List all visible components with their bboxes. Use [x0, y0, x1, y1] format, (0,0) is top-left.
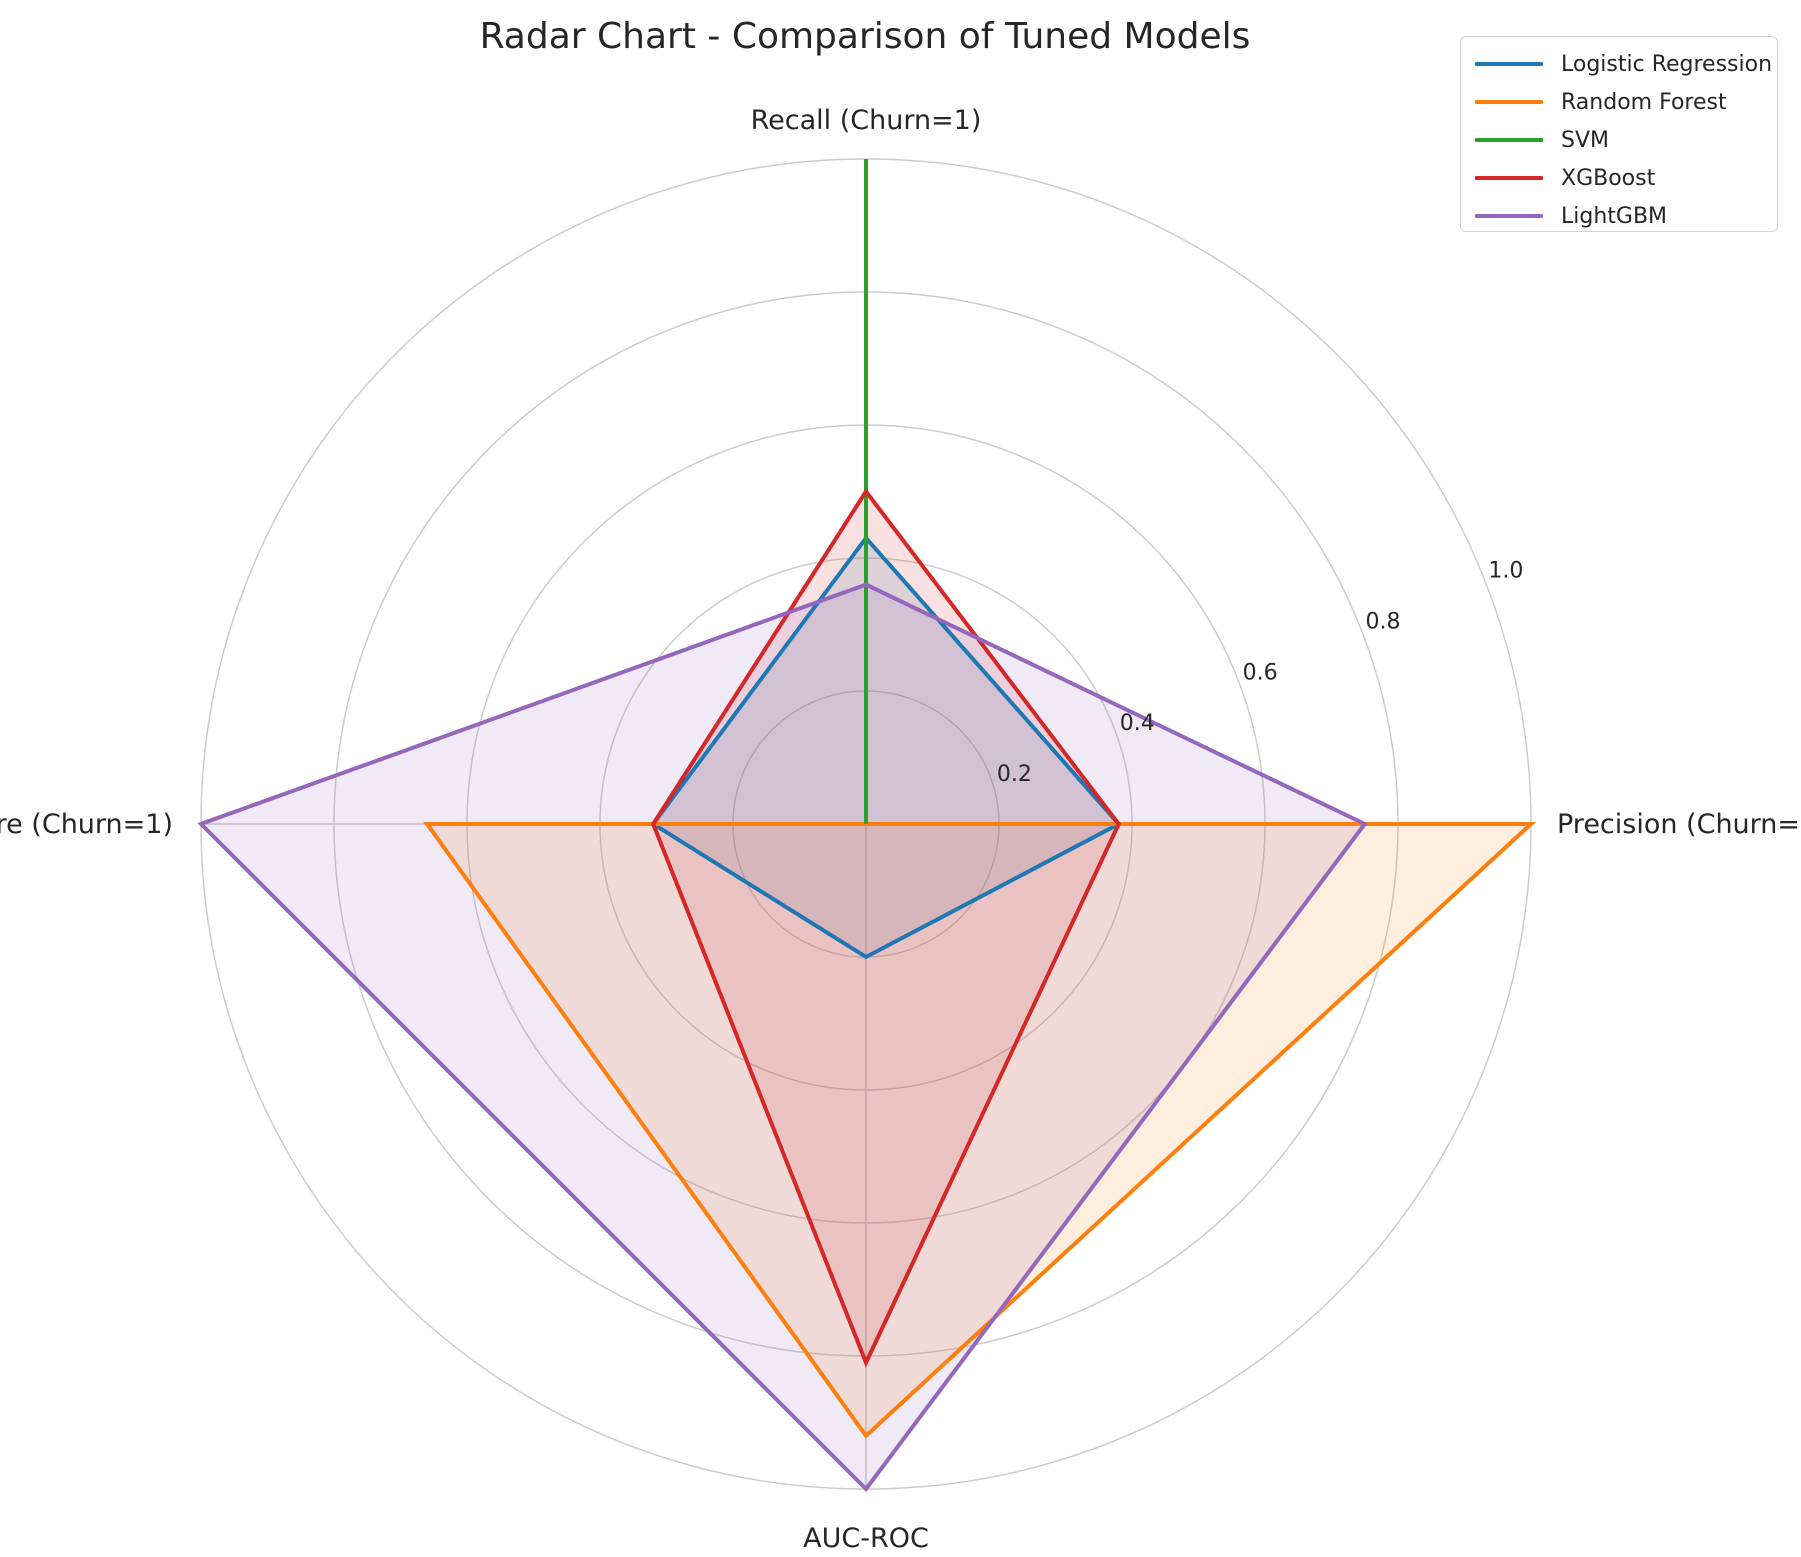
legend-label: SVM — [1561, 127, 1609, 153]
series-line-xgboost — [650, 488, 1122, 1368]
legend-item: LightGBM — [1461, 197, 1777, 235]
series-lines — [197, 159, 1537, 1493]
legend-item: SVM — [1461, 121, 1777, 159]
axis-label: Recall (Churn=1) — [751, 105, 982, 136]
chart-title: Radar Chart - Comparison of Tuned Models — [479, 16, 1251, 57]
legend-item: Logistic Regression — [1461, 45, 1777, 83]
legend-swatch — [1475, 214, 1543, 218]
series-fill-xgboost — [653, 491, 1119, 1363]
legend-label: Logistic Regression — [1561, 51, 1773, 77]
radial-tick-label: 0.4 — [1120, 711, 1155, 736]
legend: Logistic Regression Random Forest SVM XGBoo… — [1460, 36, 1778, 232]
legend-swatch — [1475, 138, 1543, 142]
axis-label: Precision (Churn=1) — [1557, 809, 1801, 840]
series-line-logistic-regression — [650, 534, 1122, 960]
legend-label: Random Forest — [1561, 89, 1727, 115]
series-line-lightgbm — [197, 582, 1368, 1493]
axis-labels: 0.2 0.4 0.6 0.8 1.0 Recall (Churn=1) F1-Score … — [0, 105, 1801, 1554]
legend-label: XGBoost — [1561, 165, 1656, 191]
radial-tick-label: 0.2 — [997, 762, 1032, 787]
legend-swatch — [1475, 176, 1543, 180]
series-line-random-forest — [423, 822, 1537, 1439]
legend-swatch — [1475, 62, 1543, 66]
legend-item: XGBoost — [1461, 159, 1777, 197]
axis-label: AUC-ROC — [803, 1523, 929, 1554]
series-fill-logistic-regression — [653, 538, 1119, 957]
radial-tick-label: 0.8 — [1366, 609, 1401, 634]
legend-item: Random Forest — [1461, 83, 1777, 121]
series-fill-random-forest — [427, 824, 1532, 1436]
series-fills — [201, 491, 1532, 1489]
axis-label: F1-Score (Churn=1) — [0, 809, 173, 840]
legend-label: LightGBM — [1561, 203, 1668, 229]
series-fill-lightgbm — [201, 584, 1365, 1489]
radial-tick-label: 1.0 — [1488, 559, 1523, 584]
legend-swatch — [1475, 100, 1543, 104]
radial-tick-label: 0.6 — [1243, 660, 1278, 685]
